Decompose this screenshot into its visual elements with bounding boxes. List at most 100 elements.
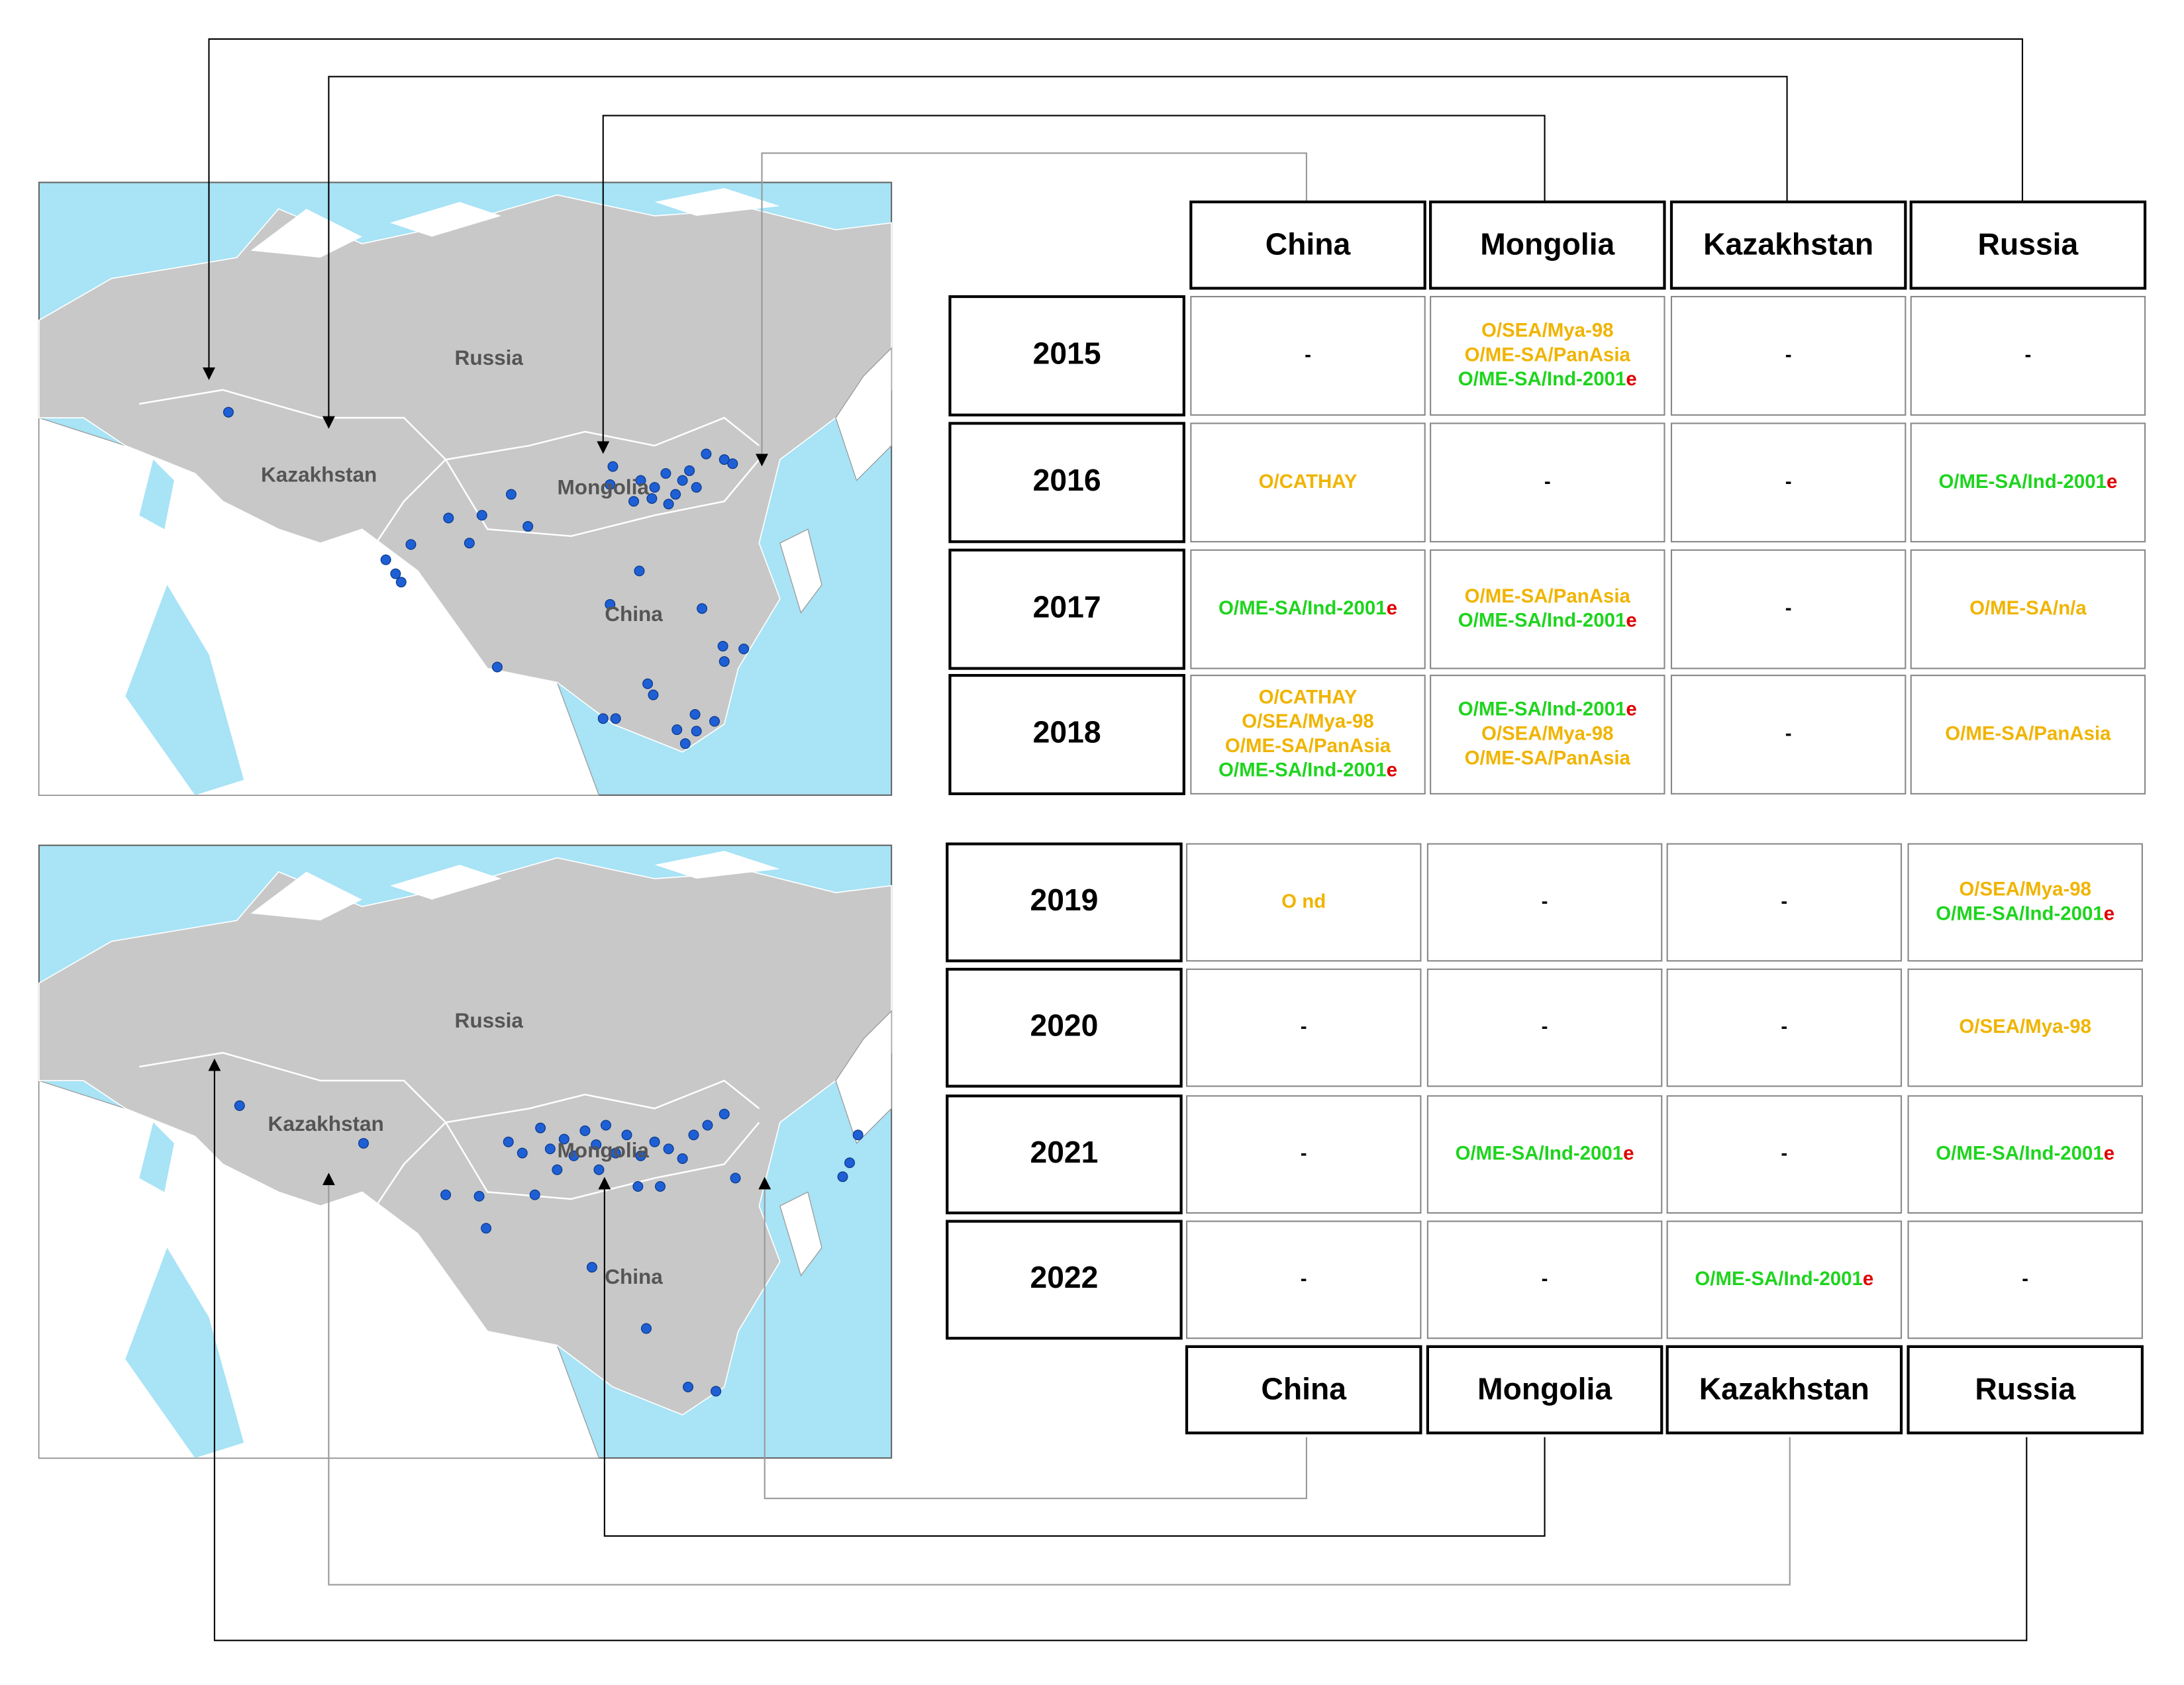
cell-border [946,1220,1183,1340]
lineage: O/ME-SA/Ind-2001 [1695,1268,1863,1290]
cell-text: O nd [1281,891,1326,912]
mark: e [1626,368,1636,390]
cell-text: - [2022,1268,2028,1290]
cell-border [948,548,1185,670]
year: 2017 [1033,589,1101,624]
lineage: O/CATHAY [1259,686,1358,708]
cell-text: - [1542,1016,1548,1037]
year: 2021 [1030,1135,1098,1169]
mark: e [1626,698,1636,720]
cell-border [1426,1345,1663,1435]
cell-text: - [1785,722,1792,744]
cell-border [1190,295,1426,416]
lineage: O/ME-SA/PanAsia [1465,344,1631,365]
cell-text: O/ME-SA/PanAsia [1465,344,1631,365]
cell-border [1426,1095,1663,1214]
cell-border [1907,1345,2144,1435]
cell-border [1670,422,1907,543]
cell-border [1185,1220,1422,1339]
cell-border [948,422,1185,544]
lineage: - [2025,344,2032,365]
map-label: Russia [455,346,524,369]
cell-text: O/ME-SA/PanAsia [1465,747,1631,769]
cell-text: - [1785,344,1792,365]
cell-text: - [1301,1142,1307,1164]
column-header: Russia [1978,227,2079,262]
column-header: China [1261,1371,1347,1406]
lineage: - [1781,1142,1787,1164]
cell-border [1430,675,1665,794]
cell-text: O/SEA/Mya-98 [1481,722,1614,744]
cell-text: - [1781,1016,1787,1037]
cell-text: O/ME-SA/PanAsia [1945,722,2111,744]
cell-border [1430,422,1665,543]
cell-text: - [1781,1142,1787,1164]
cell-border [1910,675,2146,794]
map-label: Mongolia [558,1138,650,1162]
cell-border [1907,1095,2143,1214]
map-label: China [605,1265,663,1288]
lineage: O/ME-SA/PanAsia [1465,747,1631,769]
cell-text: O/ME-SA/Ind-2001e [1458,609,1637,631]
mark: e [2104,1142,2114,1164]
lineage: - [1785,597,1792,619]
lineage: O/ME-SA/Ind-2001 [1938,471,2107,493]
lineage: O/ME-SA/Ind-2001 [1936,1142,2104,1164]
cell-text: O/ME-SA/Ind-2001e [1458,368,1637,390]
cell-border [1430,549,1665,669]
cell-text: - [1301,1016,1307,1037]
cell-text: O/ME-SA/Ind-2001e [1695,1268,1873,1290]
cell-text: O/CATHAY [1259,471,1358,493]
cell-text: O/ME-SA/Ind-2001e [1936,902,2114,924]
cell-border [948,673,1185,795]
lineage: O/ME-SA/Ind-2001 [1456,1142,1624,1164]
map-label: China [605,602,663,626]
lineage: - [1785,722,1792,744]
cell-border [1666,1095,1903,1214]
cell-text: O/ME-SA/PanAsia [1465,585,1631,607]
lineage: O/CATHAY [1259,471,1358,493]
cell-border [1669,200,1907,290]
cell-text: - [1785,597,1792,619]
lineage: O nd [1281,891,1326,912]
cell-text: - [1542,1268,1548,1290]
column-header: Kazakhstan [1699,1371,1869,1406]
lineage: O/SEA/Mya-98 [1959,878,2091,900]
mark: e [2107,471,2117,493]
mark: e [1387,759,1397,781]
cell-text: O/SEA/Mya-98 [1959,1016,2091,1037]
column-header: Kazakhstan [1703,227,1873,262]
cell-text: - [1785,471,1792,493]
cell-border [1430,295,1665,416]
cell-border [1665,1345,1903,1435]
cell-border [1907,1220,2143,1339]
tables: China Mongolia Kazakhstan Russia 2015 - O/SEA/… [946,200,2147,1435]
lineage: O/SEA/Mya-98 [1481,319,1614,341]
lineage: - [2022,1268,2028,1290]
cell-text: O/ME-SA/PanAsia [1225,735,1391,757]
column-header: China [1266,227,1352,262]
cell-text: O/ME-SA/Ind-2001e [1218,597,1397,619]
cell-border [1670,549,1907,669]
cell-border [1185,1095,1422,1214]
cell-border [1426,1220,1663,1339]
mark: e [1863,1268,1873,1290]
cell-border [1907,968,2143,1087]
cell-text: O/ME-SA/Ind-2001e [1456,1142,1634,1164]
cell-text: - [1781,891,1787,912]
cell-text: - [1542,891,1548,912]
cell-border [1670,675,1907,794]
cell-text: O/ME-SA/n/a [1969,597,2087,619]
cell-text: O/ME-SA/Ind-2001e [1936,1142,2114,1164]
mark: e [2104,902,2114,924]
cell-border [1910,295,2146,416]
lineage: - [1785,344,1792,365]
lineage: O/ME-SA/Ind-2001 [1218,597,1387,619]
cell-border [1429,200,1666,290]
cell-border [1185,843,1422,962]
connectors [203,38,2028,1641]
column-header: Mongolia [1480,227,1615,262]
lineage: - [1542,1268,1548,1290]
cell-border [1185,968,1422,1087]
